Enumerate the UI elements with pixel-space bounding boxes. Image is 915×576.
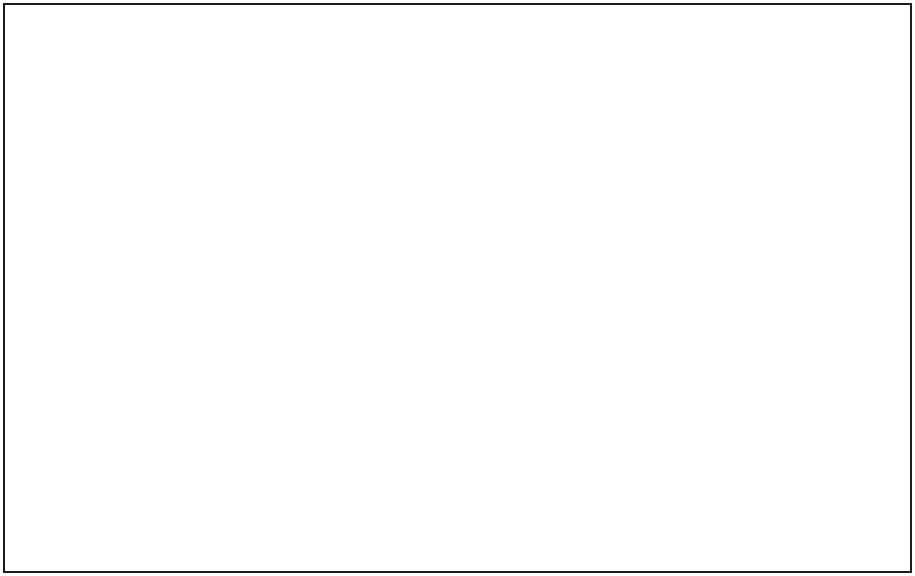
x-axis-label: 12:00 bis 16:30 Uhr [687, 509, 863, 531]
y-tick-label: 15 % [88, 345, 134, 368]
y-tick-label: 40 % [88, 111, 134, 133]
y-tick-label: 0 % [99, 486, 134, 508]
data-line [216, 118, 771, 277]
data-point-label: 23,83 [192, 227, 243, 250]
y-tick-label: 20 % [88, 298, 134, 321]
y-tick-label: 30 % [88, 204, 134, 227]
y-tick-label: 10 % [88, 392, 134, 415]
x-axis-label: 10:00 bis 12:00 Uhr [419, 509, 595, 531]
data-point-label: 36,10 [744, 130, 795, 153]
x-axis-label: 8:00 bis 10:00 Uhr [161, 509, 325, 531]
y-tick-label: 5 % [99, 439, 134, 462]
data-point-label: 40,08 [470, 90, 522, 113]
chart-title: Anrufverteilung/Tag VBL [38, 30, 359, 60]
y-tick-label: 35 % [88, 157, 134, 180]
y-tick-label: 25 % [88, 251, 134, 274]
